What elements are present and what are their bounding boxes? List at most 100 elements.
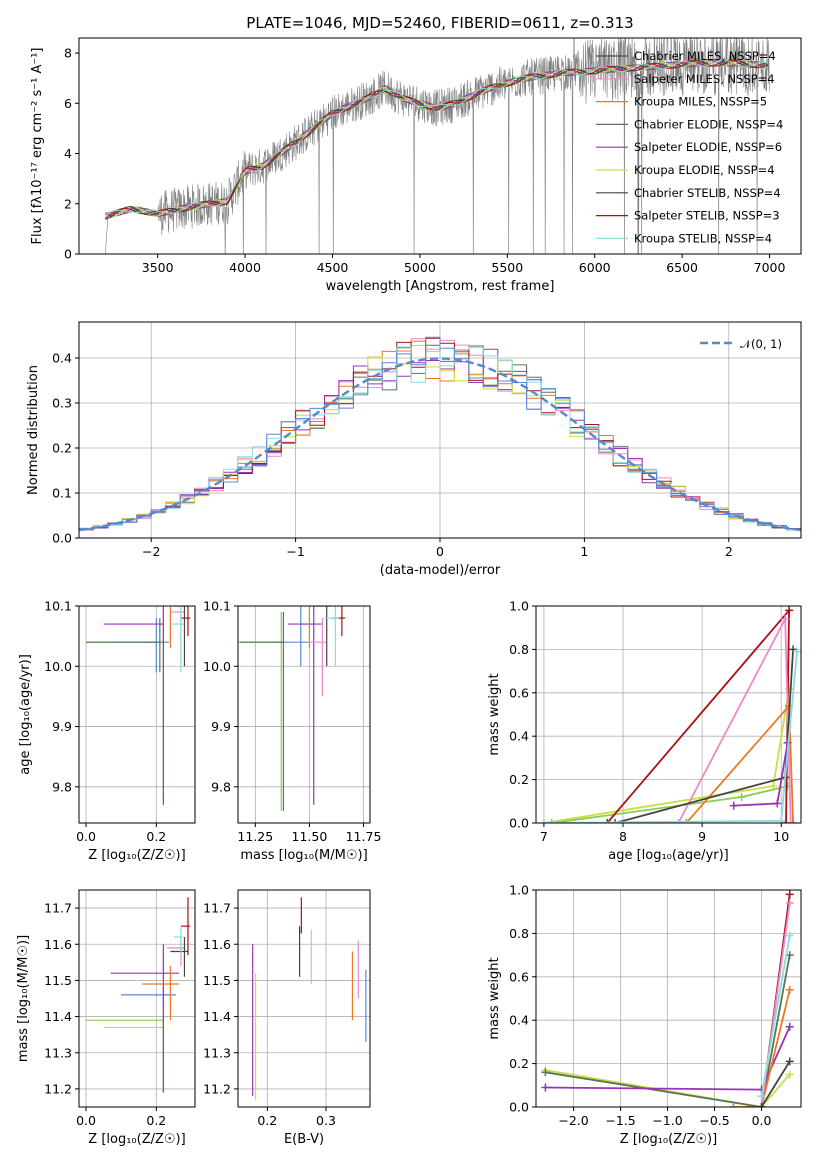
model-spectrum — [104, 59, 769, 219]
legend-entry: Salpeter STELIB, NSSP=3 — [634, 209, 780, 223]
y-tick-label: 6 — [64, 96, 72, 111]
plot-area — [238, 606, 346, 811]
y-tick-label: 0.8 — [509, 642, 529, 657]
error-bar-point — [142, 965, 179, 1021]
weight-marker — [737, 792, 746, 801]
model-spectrum — [105, 59, 769, 220]
error-bar-point — [173, 926, 184, 956]
data-spectrum — [104, 38, 770, 254]
y-tick-label: 1.0 — [509, 883, 529, 898]
y-tick-label: 11.4 — [203, 1009, 231, 1024]
grid-lines — [238, 605, 370, 823]
x-tick-label: 11.25 — [237, 829, 273, 844]
y-tick-label: 9.8 — [211, 779, 231, 794]
y-tick-label: 9.8 — [52, 779, 72, 794]
legend-entry: Kroupa MILES, NSSP=5 — [634, 95, 767, 109]
weight-marker — [541, 1083, 550, 1092]
y-tick-label: 0.0 — [52, 531, 72, 546]
weight-marker — [777, 816, 786, 823]
panel-7: 0.2 0.3 11.2 11.3 11.4 11.5 11.6 11.7 E(B-V) — [203, 889, 371, 1147]
y-axis-label: mass weight — [487, 957, 502, 1039]
error-bar-point — [173, 606, 188, 667]
y-tick-label: 11.3 — [203, 1045, 231, 1060]
y-tick-label: 0.4 — [509, 1013, 529, 1028]
x-axis-label: (data-model)/error — [380, 563, 501, 578]
y-tick-label: 9.9 — [211, 719, 231, 734]
plot-area — [104, 38, 770, 254]
x-axis-label: E(B-V) — [284, 1132, 324, 1147]
x-tick-label: −1.0 — [652, 1113, 682, 1128]
plot-area — [79, 336, 801, 532]
y-axis-label: mass weight — [487, 673, 502, 755]
x-tick-label: 0.2 — [146, 1113, 166, 1128]
panel-8: −2.0 −1.5 −1.0 −0.5 0.0 0.0 0.2 0.4 0.6 0.8 1.0 Z [… — [487, 883, 802, 1147]
legend-entry: Salpeter MILES, NSSP=4 — [634, 72, 775, 86]
x-tick-label: 4000 — [229, 260, 261, 275]
y-tick-label: 8 — [64, 46, 72, 61]
axes-frame — [78, 321, 802, 539]
panel-2: −2 −1 0 1 2 0.0 0.1 0.2 0.3 0.4 (data-model)/error… — [26, 321, 802, 578]
x-axis-label: mass [log₁₀(M/M☉)] — [240, 848, 367, 863]
x-tick-label: −2 — [142, 544, 160, 559]
error-bar-point — [121, 987, 177, 1006]
error-bar-point — [180, 606, 191, 637]
x-tick-label: 6000 — [579, 260, 611, 275]
error-bar-point — [240, 612, 285, 811]
y-axis-label: age [log₁₀(age/yr)] — [18, 654, 33, 775]
x-tick-label: 6500 — [666, 260, 698, 275]
y-tick-label: 0.0 — [509, 1100, 529, 1115]
error-bar-point — [307, 618, 327, 697]
x-tick-label: −2.0 — [558, 1113, 588, 1128]
panel-1: 3500 4000 4500 5000 5500 6000 6500 7000 0 2 4 6 8 wav… — [30, 37, 802, 294]
weight-marker — [781, 819, 790, 823]
weight-marker — [793, 647, 801, 656]
x-tick-label: 0.2 — [146, 829, 166, 844]
weight-marker — [682, 819, 691, 823]
grid-lines — [238, 890, 370, 1107]
x-tick-label: 5000 — [404, 260, 436, 275]
weight-marker — [729, 1103, 738, 1107]
y-tick-label: 10.1 — [203, 599, 231, 614]
x-tick-label: 4500 — [317, 260, 349, 275]
x-axis-label: Z [log₁₀(Z/Z☉)] — [620, 1132, 717, 1147]
x-tick-label: −1 — [286, 544, 304, 559]
weight-marker — [539, 819, 548, 823]
grid-lines — [79, 605, 195, 823]
legend-entry: Kroupa ELODIE, NSSP=4 — [634, 163, 775, 177]
weight-marker — [785, 606, 794, 615]
y-tick-label: 0.1 — [52, 486, 72, 501]
y-tick-label: 0.2 — [509, 1056, 529, 1071]
error-bar-point — [103, 1020, 164, 1093]
y-tick-label: 1.0 — [509, 599, 529, 614]
y-axis-label: Normed distribution — [26, 365, 41, 495]
axes-frame — [535, 889, 802, 1108]
weight-marker — [611, 819, 620, 823]
y-tick-label: 0.4 — [52, 351, 72, 366]
weight-marker — [773, 799, 782, 808]
y-tick-label: 0.8 — [509, 926, 529, 941]
y-tick-label: 0.6 — [509, 969, 529, 984]
x-axis-label: age [log₁₀(age/yr)] — [608, 848, 729, 863]
y-tick-label: 2 — [64, 196, 72, 211]
error-bar-point — [110, 944, 180, 1093]
weight-marker — [785, 1057, 794, 1066]
legend-entry: Chabrier ELODIE, NSSP=4 — [634, 117, 783, 131]
x-tick-label: 0.0 — [752, 1113, 772, 1128]
error-bar-point — [324, 606, 339, 667]
legend-entry: Chabrier STELIB, NSSP=4 — [634, 186, 781, 200]
y-tick-label: 0.6 — [509, 685, 529, 700]
y-axis-label: mass [log₁₀(M/M☉)] — [16, 935, 31, 1062]
panel-3: 0.0 0.2 9.8 9.9 10.0 10.1 Z [log₁₀(Z/Z☉)] age [… — [18, 599, 196, 863]
legend-entry: Salpeter ELODIE, NSSP=6 — [634, 140, 782, 154]
error-bar-point — [274, 606, 309, 667]
axes-frame — [78, 37, 802, 255]
weight-marker — [785, 890, 794, 899]
y-tick-label: 0.3 — [52, 396, 72, 411]
axes-frame — [535, 605, 802, 824]
legend-entry: 𝒩(0, 1) — [740, 337, 782, 351]
x-tick-label: −0.5 — [699, 1113, 729, 1128]
x-tick-label: 7 — [540, 829, 548, 844]
weight-line — [733, 989, 791, 1107]
error-bar-point — [170, 606, 185, 673]
legend-entry: Kroupa STELIB, NSSP=4 — [634, 231, 772, 245]
